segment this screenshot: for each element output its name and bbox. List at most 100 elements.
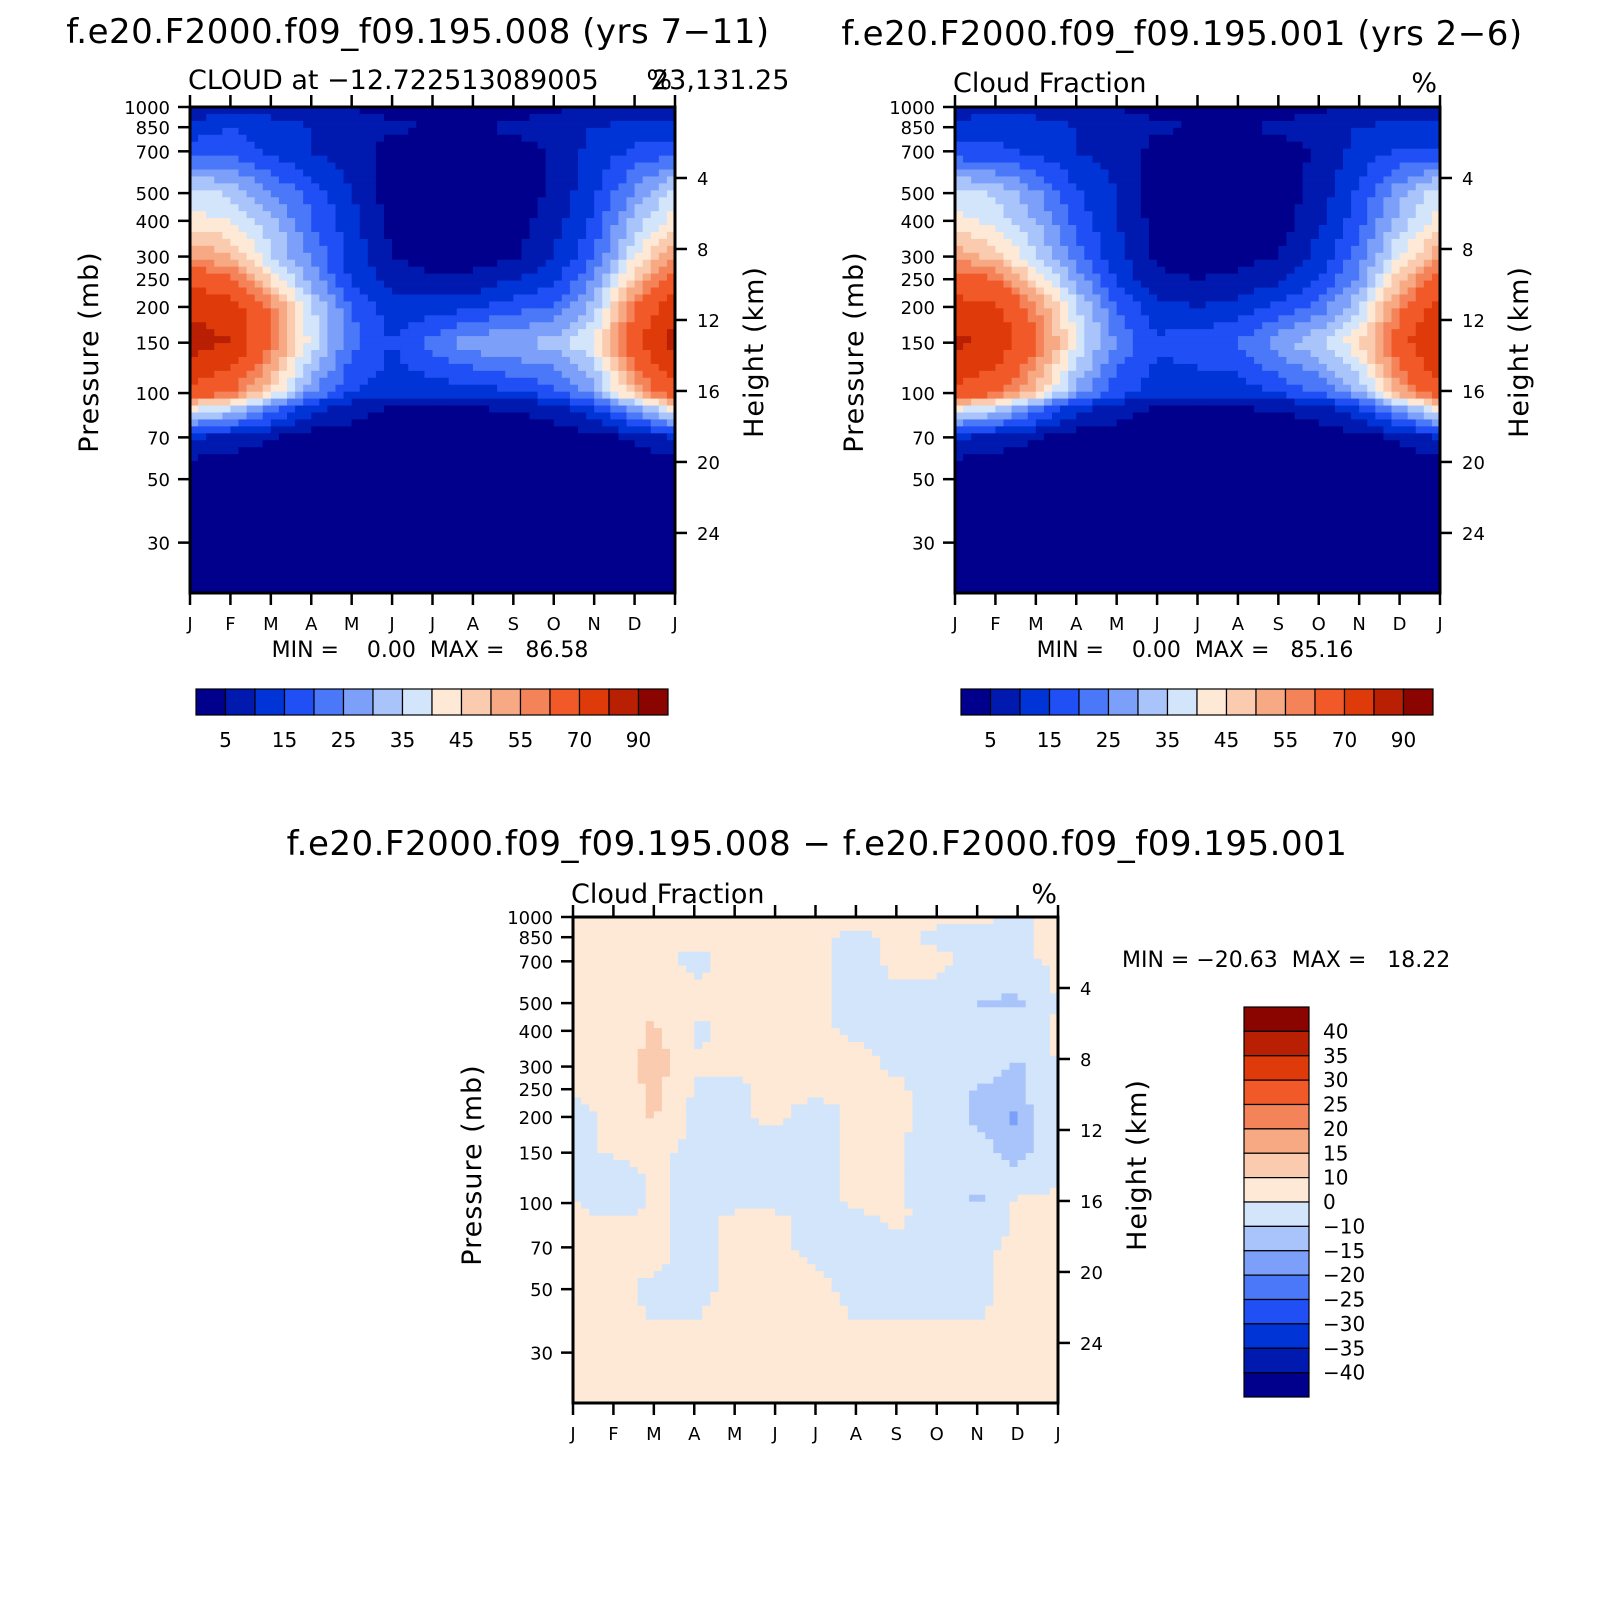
contour-cell: [955, 461, 964, 469]
contour-cell: [602, 433, 611, 441]
contour-cell: [456, 586, 466, 594]
contour-cell: [359, 204, 369, 212]
contour-cell: [254, 426, 264, 434]
contour-cell: [578, 447, 587, 455]
contour-cell: [190, 231, 199, 240]
contour-cell: [602, 537, 611, 545]
contour-cell: [642, 211, 652, 219]
contour-cell: [206, 474, 215, 483]
contour-cell: [650, 530, 660, 539]
contour-cell: [238, 231, 248, 240]
contour-cell: [343, 266, 353, 275]
contour-cell: [666, 245, 676, 254]
contour-cell: [1003, 322, 1013, 330]
contour-cell: [440, 350, 450, 358]
contour-cell: [642, 308, 652, 316]
contour-cell: [206, 405, 215, 414]
contour-cell: [198, 551, 207, 559]
contour-cell: [246, 565, 256, 573]
contour-cell: [343, 419, 353, 427]
contour-cell: [246, 495, 256, 504]
contour-cell: [642, 405, 652, 414]
contour-cell: [464, 141, 474, 150]
contour-cell: [392, 141, 401, 150]
contour-cell: [206, 370, 215, 379]
contour-cell: [569, 211, 579, 219]
contour-cell: [351, 468, 361, 476]
contour-cell: [497, 211, 506, 219]
contour-cell: [569, 308, 579, 316]
contour-cell: [979, 280, 988, 289]
contour-cell: [610, 225, 620, 233]
contour-cell: [254, 127, 264, 136]
contour-cell: [222, 273, 232, 282]
contour-cell: [1003, 544, 1013, 552]
contour-cell: [594, 356, 603, 365]
contour-cell: [440, 544, 450, 552]
contour-cell: [497, 252, 506, 261]
contour-cell: [367, 266, 377, 275]
contour-cell: [1019, 315, 1029, 323]
contour-cell: [230, 280, 240, 289]
contour-cell: [311, 370, 320, 379]
contour-cell: [456, 468, 466, 476]
contour-cell: [1011, 495, 1021, 504]
contour-cell: [319, 315, 329, 323]
contour-cell: [416, 190, 426, 198]
contour-cell: [222, 398, 232, 407]
contour-cell: [1011, 523, 1021, 532]
contour-cell: [230, 120, 240, 129]
contour-cell: [626, 107, 636, 115]
contour-cell: [392, 579, 401, 587]
contour-cell: [424, 363, 434, 372]
contour-cell: [230, 329, 240, 337]
contour-cell: [586, 162, 595, 171]
contour-cell: [481, 447, 490, 455]
contour-cell: [295, 113, 304, 122]
contour-cell: [456, 544, 466, 552]
contour-cell: [594, 127, 603, 136]
contour-cell: [618, 225, 628, 233]
contour-cell: [303, 586, 312, 594]
contour-cell: [987, 190, 997, 198]
contour-cell: [270, 558, 280, 566]
colorbar-label: 35: [390, 728, 415, 752]
contour-cell: [214, 148, 223, 157]
contour-cell: [311, 391, 320, 400]
contour-cell: [489, 245, 498, 254]
contour-cell: [602, 155, 611, 164]
contour-cell: [618, 113, 628, 122]
contour-cell: [1003, 252, 1013, 261]
contour-cell: [287, 461, 296, 469]
contour-cell: [955, 155, 964, 164]
contour-cell: [295, 238, 304, 247]
contour-cell: [230, 384, 240, 393]
contour-cell: [351, 162, 361, 171]
contour-cell: [440, 343, 450, 351]
contour-cell: [561, 551, 571, 559]
contour-cell: [561, 308, 571, 316]
contour-cell: [238, 245, 248, 254]
contour-cell: [594, 370, 603, 379]
contour-cell: [481, 356, 490, 365]
contour-cell: [561, 419, 571, 427]
contour-cell: [658, 523, 668, 532]
contour-cell: [392, 384, 401, 393]
contour-cell: [1019, 238, 1029, 247]
contour-cell: [295, 308, 304, 316]
contour-cell: [481, 363, 490, 372]
contour-cell: [262, 481, 272, 490]
contour-cell: [319, 280, 329, 289]
contour-cell: [497, 426, 506, 434]
contour-cell: [278, 461, 288, 469]
contour-cell: [295, 322, 304, 330]
contour-cell: [537, 419, 547, 427]
contour-cell: [505, 516, 514, 525]
contour-cell: [254, 141, 264, 150]
contour-cell: [658, 148, 668, 157]
contour-cell: [602, 266, 611, 275]
contour-cell: [440, 322, 450, 330]
contour-cell: [287, 370, 296, 379]
contour-cell: [1027, 273, 1037, 282]
contour-cell: [513, 350, 523, 358]
